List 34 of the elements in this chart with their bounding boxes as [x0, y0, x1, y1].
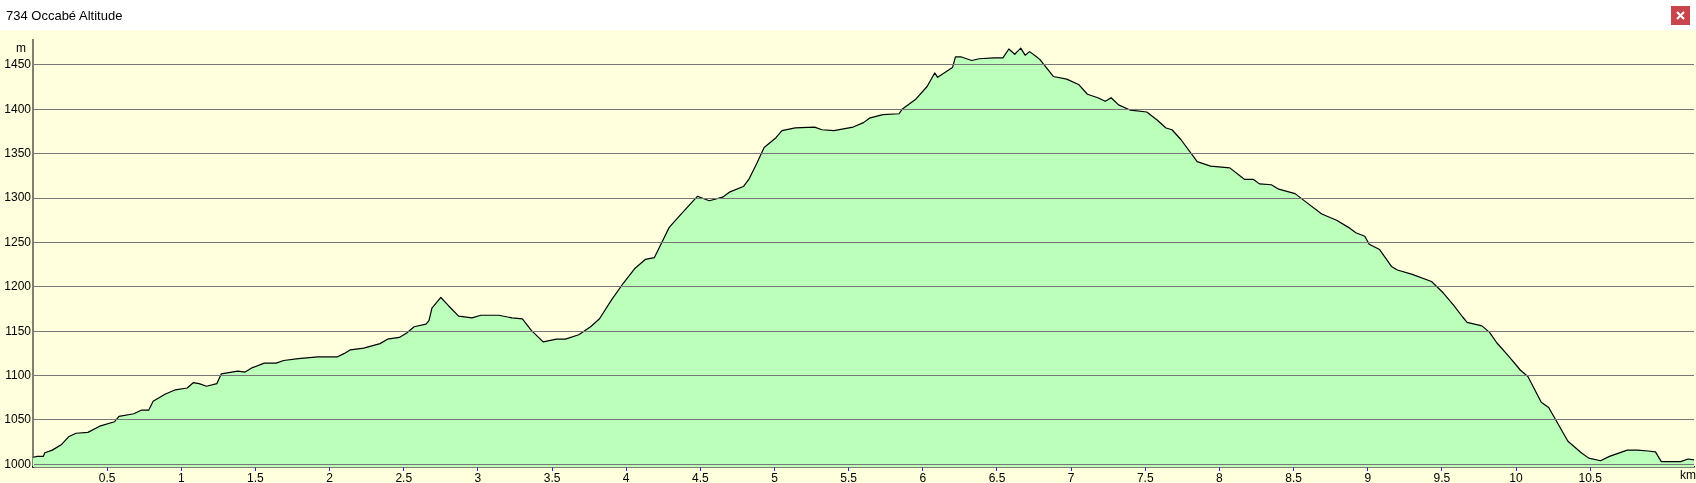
x-tick-label: 1.5	[247, 470, 265, 483]
y-axis-title: m	[16, 40, 26, 55]
y-tick-label: 1150	[5, 323, 32, 338]
x-tick-label: 4	[622, 470, 630, 483]
x-tick-label: 3	[474, 470, 482, 483]
y-tick-label: 1200	[4, 279, 32, 294]
x-tick-label: 9	[1364, 470, 1372, 483]
x-tick-label: 6.5	[988, 470, 1006, 483]
y-tick-label: 1250	[4, 234, 32, 249]
x-tick-label: 7.5	[1136, 470, 1154, 483]
y-tick-label: 1450	[4, 57, 32, 72]
y-tick-label: 1350	[4, 146, 32, 161]
y-tick-label: 1300	[4, 190, 32, 205]
x-tick-label: 8.5	[1285, 470, 1303, 483]
x-tick-label: 2.5	[395, 470, 413, 483]
x-tick-label: 3.5	[543, 470, 561, 483]
x-tick-label: 10	[1509, 470, 1524, 483]
x-tick-label: 1	[177, 470, 185, 483]
x-tick-label: 9.5	[1433, 470, 1451, 483]
x-tick-label: 7	[1067, 470, 1075, 483]
x-tick-label: 4.5	[692, 470, 710, 483]
y-tick-label: 1400	[4, 101, 32, 116]
y-tick-label: 1100	[5, 367, 32, 382]
x-tick-label: 0.5	[98, 470, 116, 483]
y-tick-label: 1050	[4, 412, 32, 427]
x-tick-label: 8	[1216, 470, 1224, 483]
y-tick-label: 1000	[4, 456, 32, 471]
chart-title: 734 Occabé Altitude	[6, 7, 123, 23]
x-axis-title: km	[1680, 468, 1696, 483]
x-tick-label: 10.5	[1578, 470, 1603, 483]
x-tick-label: 2	[326, 470, 334, 483]
x-tick-label: 5.5	[840, 470, 858, 483]
x-tick-label: 6	[919, 470, 927, 483]
x-tick-label: 5	[771, 470, 779, 483]
